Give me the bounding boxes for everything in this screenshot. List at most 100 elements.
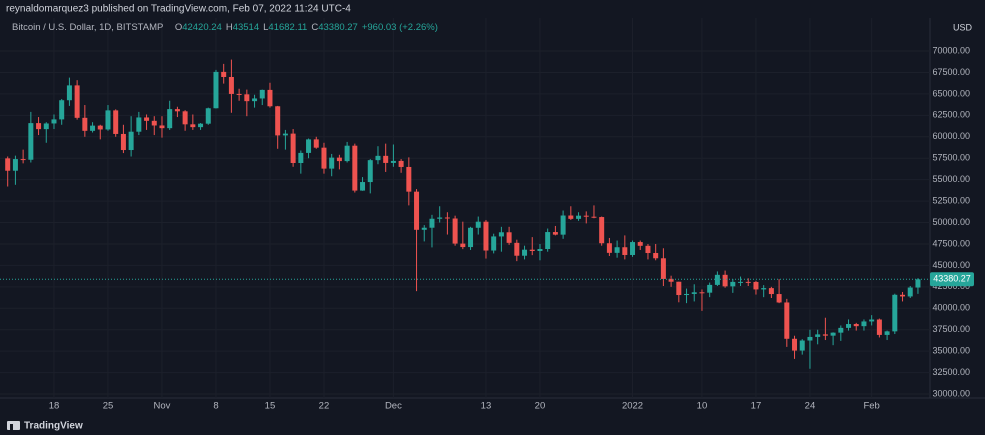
candle-body — [252, 98, 258, 102]
candle-body — [861, 321, 867, 327]
candle-body — [97, 125, 103, 130]
x-tick-label: 17 — [751, 401, 762, 412]
candle-body — [74, 85, 80, 118]
candle-body — [43, 123, 49, 130]
y-tick-label: 35000.00 — [932, 346, 970, 356]
ohlc-label: C — [311, 22, 319, 33]
y-tick-label: 40000.00 — [932, 303, 970, 313]
candle-body — [545, 232, 551, 250]
candle-body — [815, 334, 821, 337]
candle-body — [406, 166, 412, 192]
candle-body — [838, 327, 844, 333]
ohlc-value: 41682.11 — [268, 22, 308, 33]
candle-body — [668, 278, 674, 282]
candle-body — [367, 160, 373, 183]
candle-body — [738, 281, 744, 283]
candle-body — [5, 158, 11, 171]
candle-body — [583, 215, 589, 217]
candle-body — [182, 111, 188, 125]
candle-body — [684, 293, 690, 296]
y-tick-label: 62500.00 — [932, 110, 970, 120]
candle-body — [768, 288, 774, 295]
candle-body — [691, 292, 697, 294]
x-tick-label: 10 — [697, 401, 708, 412]
x-tick-label: Feb — [863, 401, 879, 412]
candle-body — [452, 218, 458, 244]
candle-body — [336, 157, 342, 162]
currency: USD — [953, 22, 973, 32]
logo — [7, 421, 20, 430]
x-tick-label: 25 — [103, 401, 114, 412]
candle-body — [321, 147, 327, 169]
candle-body — [830, 332, 836, 336]
candle-body — [159, 125, 165, 129]
candle-body — [846, 324, 852, 328]
candle-body — [776, 294, 782, 303]
y-tick-label: 37500.00 — [932, 324, 970, 334]
candle-body — [506, 232, 512, 243]
candle-body — [329, 157, 335, 169]
candle-body — [599, 217, 605, 244]
candle-body — [529, 249, 535, 251]
candle-body — [884, 331, 890, 335]
candle-body — [20, 159, 26, 161]
x-tick-label: 8 — [213, 401, 218, 412]
candle-body — [113, 110, 119, 134]
candle-body — [221, 71, 227, 77]
y-tick-label: 57500.00 — [932, 153, 970, 163]
candle-body — [822, 334, 828, 336]
x-tick-label: 18 — [49, 401, 60, 412]
candle-body — [414, 191, 420, 230]
candle-body — [576, 215, 582, 219]
candle-body — [660, 258, 666, 279]
candle-body — [907, 287, 913, 297]
candle-body — [537, 249, 543, 251]
x-tick-label: 13 — [481, 401, 492, 412]
candle-body — [792, 338, 798, 351]
candle-body — [259, 89, 265, 99]
candle-body — [614, 247, 620, 253]
candle-body — [799, 340, 805, 351]
candle-body — [460, 243, 466, 248]
y-tick-label: 65000.00 — [932, 88, 970, 98]
axes: 30000.00 32500.00 35000.00 37500.00 40000.00… — [49, 45, 974, 412]
candle-body — [190, 124, 196, 128]
candle-body — [51, 119, 57, 124]
y-tick-label: 55000.00 — [932, 174, 970, 184]
y-tick-label: 32500.00 — [932, 367, 970, 377]
candle-body — [144, 117, 150, 121]
candle-body — [167, 109, 173, 129]
x-tick-label: 2022 — [622, 401, 643, 412]
candle-body — [645, 245, 651, 254]
change: +960.03 (+2.26%) — [361, 22, 438, 33]
ohlc-label: H — [225, 22, 233, 33]
candle-body — [344, 145, 350, 162]
candle-body — [699, 292, 705, 294]
candle-body — [174, 109, 180, 112]
x-tick-label: 22 — [319, 401, 330, 412]
candle-body — [228, 76, 234, 94]
candle-body — [421, 227, 427, 230]
grid — [0, 18, 930, 398]
candle-body — [522, 249, 528, 256]
candle-body — [352, 145, 358, 191]
candle-body — [622, 247, 628, 255]
candle-body — [429, 218, 435, 228]
candle-body — [745, 281, 751, 283]
candle-body — [244, 94, 250, 102]
candle-body — [630, 242, 636, 255]
candle-body — [730, 281, 736, 287]
candle-body — [298, 152, 304, 164]
plot — [0, 59, 930, 369]
candle-body — [552, 232, 558, 235]
candle-body — [59, 100, 65, 120]
price-label-box — [930, 272, 974, 287]
ohlc-value: 43380.27 — [318, 22, 358, 33]
candle-body — [290, 133, 296, 164]
x-tick-label: 24 — [805, 401, 816, 412]
y-tick-label: 52500.00 — [932, 195, 970, 205]
publisher: reynaldomarquez3 published on TradingVie… — [6, 4, 351, 15]
candle-body — [275, 106, 281, 136]
